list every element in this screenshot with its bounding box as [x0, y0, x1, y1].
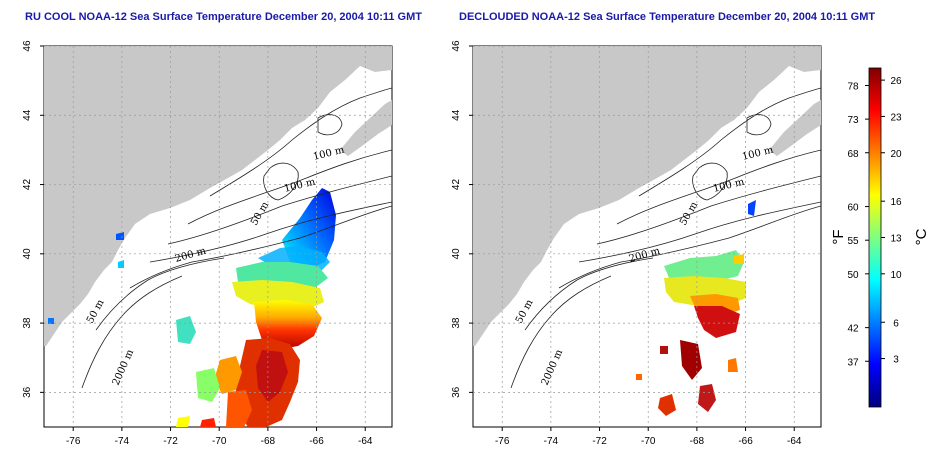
- colorbar-celsius-label: 10: [890, 270, 902, 281]
- left-lat-tick-label: 42: [22, 179, 33, 191]
- colorbar-ticks: 37 42 50 55 60 68 73 78 3 6 10 13 16 20 23 26: [847, 76, 902, 368]
- colorbar-celsius-label: 26: [890, 76, 902, 87]
- left-lat-tick-label: 38: [22, 317, 33, 329]
- left-lon-tick-label: -64: [358, 436, 373, 447]
- left-land-mass: [44, 46, 392, 346]
- right-grid: [473, 46, 821, 427]
- right-panel-title: DECLOUDED NOAA-12 Sea Surface Temperatur…: [459, 11, 876, 23]
- right-map-panel: 100 m 100 m 50 m 200 m 50 m 2000 m -76 -7…: [451, 40, 822, 447]
- left-axis-ticks: -76 -74 -72 -70 -68 -66 -64 36 38 40 42 44 46: [22, 40, 373, 447]
- left-lat-tick-label: 36: [22, 386, 33, 398]
- right-lat-tick-label: 46: [451, 40, 462, 52]
- right-lat-tick-label: 36: [451, 386, 462, 398]
- colorbar-fahrenheit-label: 78: [847, 81, 859, 92]
- colorbar-celsius-label: 20: [890, 149, 902, 160]
- left-map-panel: 100 m 100 m 50 m 200 m 50 m 2000 m -76 -7…: [22, 40, 393, 447]
- right-lon-tick-label: -68: [690, 436, 705, 447]
- colorbar-celsius-label: 3: [893, 355, 899, 366]
- left-lon-tick-label: -70: [212, 436, 227, 447]
- colorbar-fahrenheit-label: 73: [847, 115, 859, 126]
- temperature-colorbar: 37 42 50 55 60 68 73 78 3 6 10 13 16 20 23 26 °F °C: [830, 67, 930, 408]
- left-lon-tick-label: -72: [163, 436, 178, 447]
- left-bathymetry-contours: [81, 87, 392, 389]
- right-lon-tick-label: -74: [544, 436, 559, 447]
- colorbar-celsius-label: 23: [890, 112, 902, 123]
- left-panel-title: RU COOL NOAA-12 Sea Surface Temperature …: [25, 11, 422, 23]
- right-lat-tick-label: 40: [451, 248, 462, 260]
- colorbar-unit-celsius: °C: [913, 228, 930, 245]
- right-lat-tick-label: 42: [451, 179, 462, 191]
- right-lon-tick-label: -76: [495, 436, 510, 447]
- left-nova-scotia: [340, 100, 392, 156]
- colorbar-fahrenheit-label: 55: [847, 236, 859, 247]
- right-lon-tick-label: -72: [592, 436, 607, 447]
- colorbar-celsius-label: 6: [893, 318, 899, 329]
- colorbar-fahrenheit-label: 50: [847, 270, 859, 281]
- colorbar-fahrenheit-label: 37: [847, 357, 859, 368]
- left-lon-tick-label: -68: [261, 436, 276, 447]
- right-sst-field: [636, 200, 756, 416]
- colorbar-scale: [868, 67, 882, 408]
- left-lon-tick-label: -76: [66, 436, 81, 447]
- left-lon-tick-label: -66: [309, 436, 324, 447]
- colorbar-unit-fahrenheit: °F: [830, 229, 847, 244]
- right-lon-tick-label: -70: [641, 436, 656, 447]
- right-lon-tick-label: -64: [787, 436, 802, 447]
- left-lon-tick-label: -74: [115, 436, 130, 447]
- colorbar-fahrenheit-label: 68: [847, 149, 859, 160]
- left-grid: [44, 46, 392, 427]
- left-lat-tick-label: 44: [22, 109, 33, 121]
- colorbar-celsius-label: 13: [890, 234, 902, 245]
- right-nova-scotia: [769, 100, 821, 156]
- colorbar-celsius-label: 16: [890, 197, 902, 208]
- right-axis-ticks: -76 -74 -72 -70 -68 -66 -64 36 38 40 42 44 46: [451, 40, 802, 447]
- left-lat-tick-label: 40: [22, 248, 33, 260]
- colorbar-fahrenheit-label: 42: [847, 324, 859, 335]
- left-lat-tick-label: 46: [22, 40, 33, 52]
- right-lon-tick-label: -66: [738, 436, 753, 447]
- right-land-mass: [473, 46, 821, 346]
- right-lat-tick-label: 38: [451, 317, 462, 329]
- right-lat-tick-label: 44: [451, 109, 462, 121]
- colorbar-fahrenheit-label: 60: [847, 203, 859, 214]
